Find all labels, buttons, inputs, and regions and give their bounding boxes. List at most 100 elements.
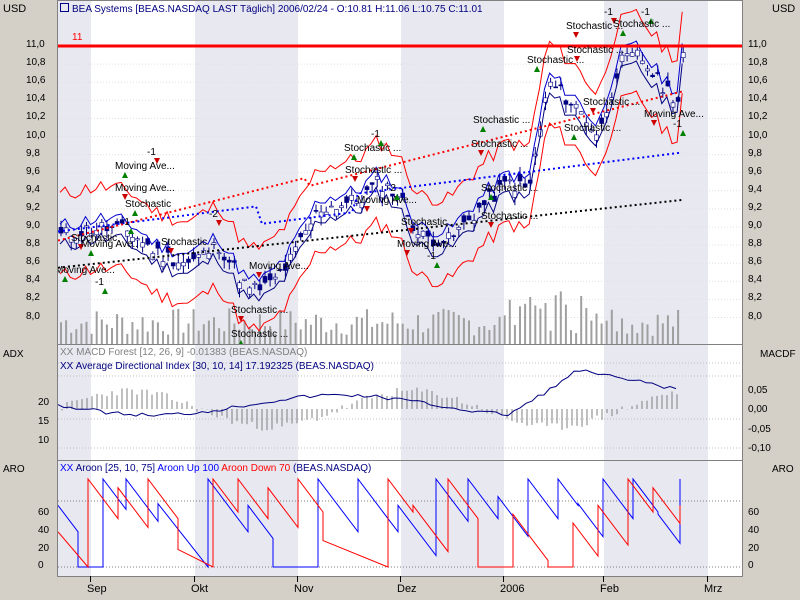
price-tick-right: 10,4 [748, 93, 768, 105]
volume-bar [325, 332, 328, 344]
buy-arrow-icon [680, 130, 686, 136]
price-tick-right: 9,0 [748, 220, 762, 231]
month-shade-band [401, 1, 504, 344]
month-label: Sep [87, 583, 107, 595]
volume-bar [447, 310, 450, 344]
volume-bar [442, 308, 445, 344]
candle-body [634, 49, 640, 57]
bollinger-lower [59, 90, 683, 332]
volume-bar [126, 333, 129, 344]
signal-annotation: Stochastic ... [471, 139, 528, 150]
adx-tick: 10 [38, 435, 50, 446]
signal-annotation: Stochastic [401, 217, 447, 228]
aroon-pane[interactable]: XX Aroon [25, 10, 75] Aroon Up 100 Aroon… [57, 460, 743, 577]
volume-bar [554, 295, 557, 344]
price-chart-pane[interactable]: -1 -1 Stochastic ... Stochastic ... Stochast… [57, 0, 743, 345]
month-shade-band [58, 345, 91, 460]
signal-annotation: Stochastic ... [583, 97, 640, 108]
candle-body [420, 230, 426, 237]
macd-adx-pane[interactable]: XX MACD Forest [12, 26, 9] -0.01383 (BEA… [57, 344, 743, 461]
signal-annotation: Stochastic ... [567, 45, 624, 56]
candle-body [318, 211, 324, 218]
volume-bar [615, 331, 618, 344]
buy-arrow-icon [62, 276, 68, 282]
volume-bar [406, 328, 409, 344]
signal-annotation: Stochastic ... [345, 165, 402, 176]
price-tick-left: 10,8 [26, 57, 46, 69]
volume-bar [513, 325, 516, 344]
moving-average-dotted-blue [58, 151, 683, 233]
signal-annotation: Stochastic ... [613, 19, 670, 30]
signal-annotation: Moving Ave... [357, 195, 417, 206]
volume-bar [600, 323, 603, 344]
candle-body [73, 238, 79, 244]
sell-arrow-icon [404, 250, 410, 256]
volume-bar [340, 333, 343, 344]
volume-bar [95, 311, 98, 344]
candle-body [160, 261, 166, 268]
volume-bar [498, 316, 501, 344]
buy-arrow-icon [480, 126, 486, 132]
volume-bar [116, 314, 119, 344]
aroon-axis-title-left: ARO [3, 464, 25, 475]
macdf-tick: -0,10 [748, 443, 771, 454]
volume-bar [641, 322, 644, 344]
candle-body [481, 200, 487, 206]
volume-bar [457, 315, 460, 344]
volume-bar [468, 320, 470, 344]
volume-bar [202, 324, 205, 344]
sell-arrow-icon [651, 120, 657, 126]
signal-annotation: Stochastic .. [161, 237, 215, 248]
month-tick [400, 576, 401, 582]
volume-bar [666, 315, 669, 344]
candle-body [278, 269, 283, 271]
volume-bar [493, 324, 496, 344]
volume-bar [549, 330, 552, 344]
signal-annotation: -1 [95, 277, 104, 288]
candle-body [461, 215, 467, 223]
buy-arrow-icon [122, 172, 128, 178]
buy-arrow-icon [488, 194, 494, 200]
candle-body [446, 232, 451, 239]
candle-body [298, 233, 303, 238]
candle-body [176, 262, 181, 270]
candle-body [379, 191, 385, 199]
price-tick-right: 8,0 [748, 310, 762, 322]
candle-body [507, 179, 513, 182]
chart-title: BEA Systems [BEAS.NASDAQ LAST Täglich] 2… [72, 4, 483, 15]
signal-annotation: Stochastic ... [527, 55, 584, 66]
aroon-tick-right: 60 [748, 507, 760, 518]
volume-bar [223, 331, 226, 344]
price-tick-left: 9,2 [26, 201, 40, 213]
level-line-label: 11 [72, 32, 83, 43]
volume-bar [105, 324, 108, 344]
volume-bar [289, 311, 292, 344]
buy-arrow-icon [434, 262, 440, 268]
price-legend: BEA Systems [BEAS.NASDAQ LAST Täglich] 2… [60, 3, 483, 15]
volume-bar [299, 329, 302, 344]
volume-bar [243, 320, 246, 344]
buy-arrow-icon [88, 250, 94, 256]
candle-body [650, 74, 655, 77]
sell-arrow-icon [408, 228, 414, 234]
volume-bar [427, 328, 430, 344]
price-tick-right: 10,8 [748, 57, 768, 69]
month-tick [297, 576, 298, 582]
candle-body [216, 252, 222, 255]
signal-annotation: -1 [121, 217, 130, 228]
candle-body [206, 252, 212, 259]
candle-body [476, 202, 482, 208]
sell-arrow-icon [216, 220, 222, 226]
volume-bar [519, 306, 521, 344]
signal-annotation: Moving Ave... [115, 183, 175, 194]
sell-arrow-icon [352, 176, 358, 182]
volume-bar [585, 308, 588, 344]
candle-body [640, 60, 645, 64]
candle-body [563, 100, 569, 105]
candle-body [267, 273, 273, 281]
signal-annotation: -1 [427, 251, 436, 262]
candle-body [589, 129, 594, 133]
candle-body [232, 260, 237, 263]
candle-body [221, 256, 227, 261]
volume-bar [595, 313, 598, 344]
